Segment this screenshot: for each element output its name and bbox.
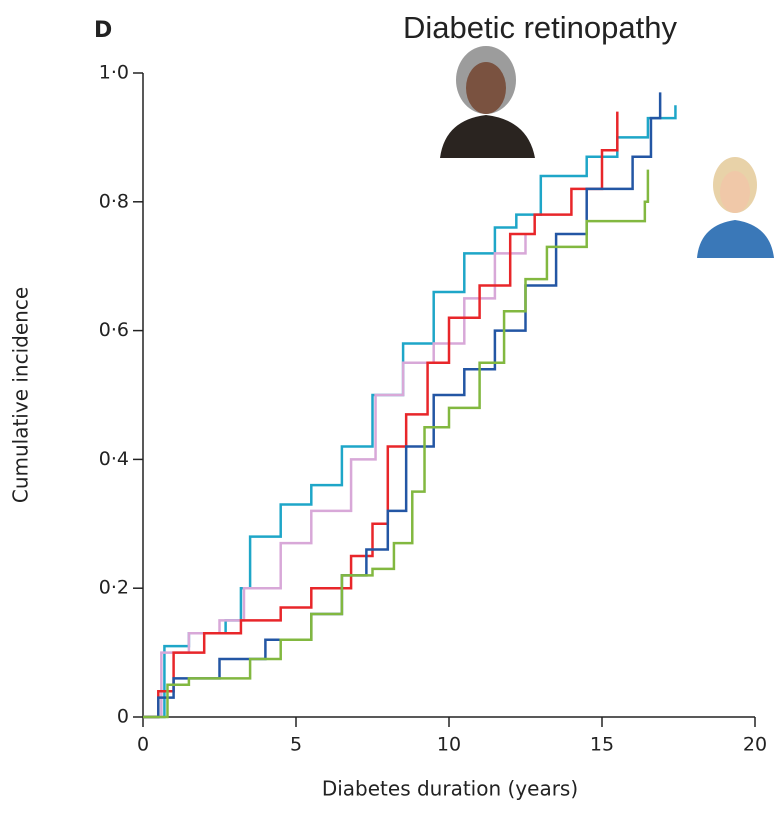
step-line [143,234,527,719]
chart-title: Diabetic retinopathy [403,10,677,45]
step-line [143,105,677,719]
x-axis-label: Diabetes duration (years) [322,777,578,801]
step-line [143,169,650,719]
photo [697,157,774,258]
photo [425,45,548,158]
y-axis-label: Cumulative incidence [9,287,33,503]
y-tick-label: 1·0 [99,62,129,84]
x-tick-label: 15 [590,734,614,756]
step-line [143,111,619,719]
y-tick-label: 0 [117,706,129,728]
x-tick-label: 20 [743,734,767,756]
x-tick-label: 0 [137,734,149,756]
y-tick-label: 0·4 [99,448,129,470]
y-tick-label: 0·2 [99,577,129,599]
y-tick-label: 0·8 [99,190,129,212]
x-tick-label: 5 [290,734,302,756]
x-tick-label: 10 [437,734,461,756]
panel-label: D [94,18,112,43]
step-line [143,92,662,719]
y-tick-label: 0·6 [99,319,129,341]
